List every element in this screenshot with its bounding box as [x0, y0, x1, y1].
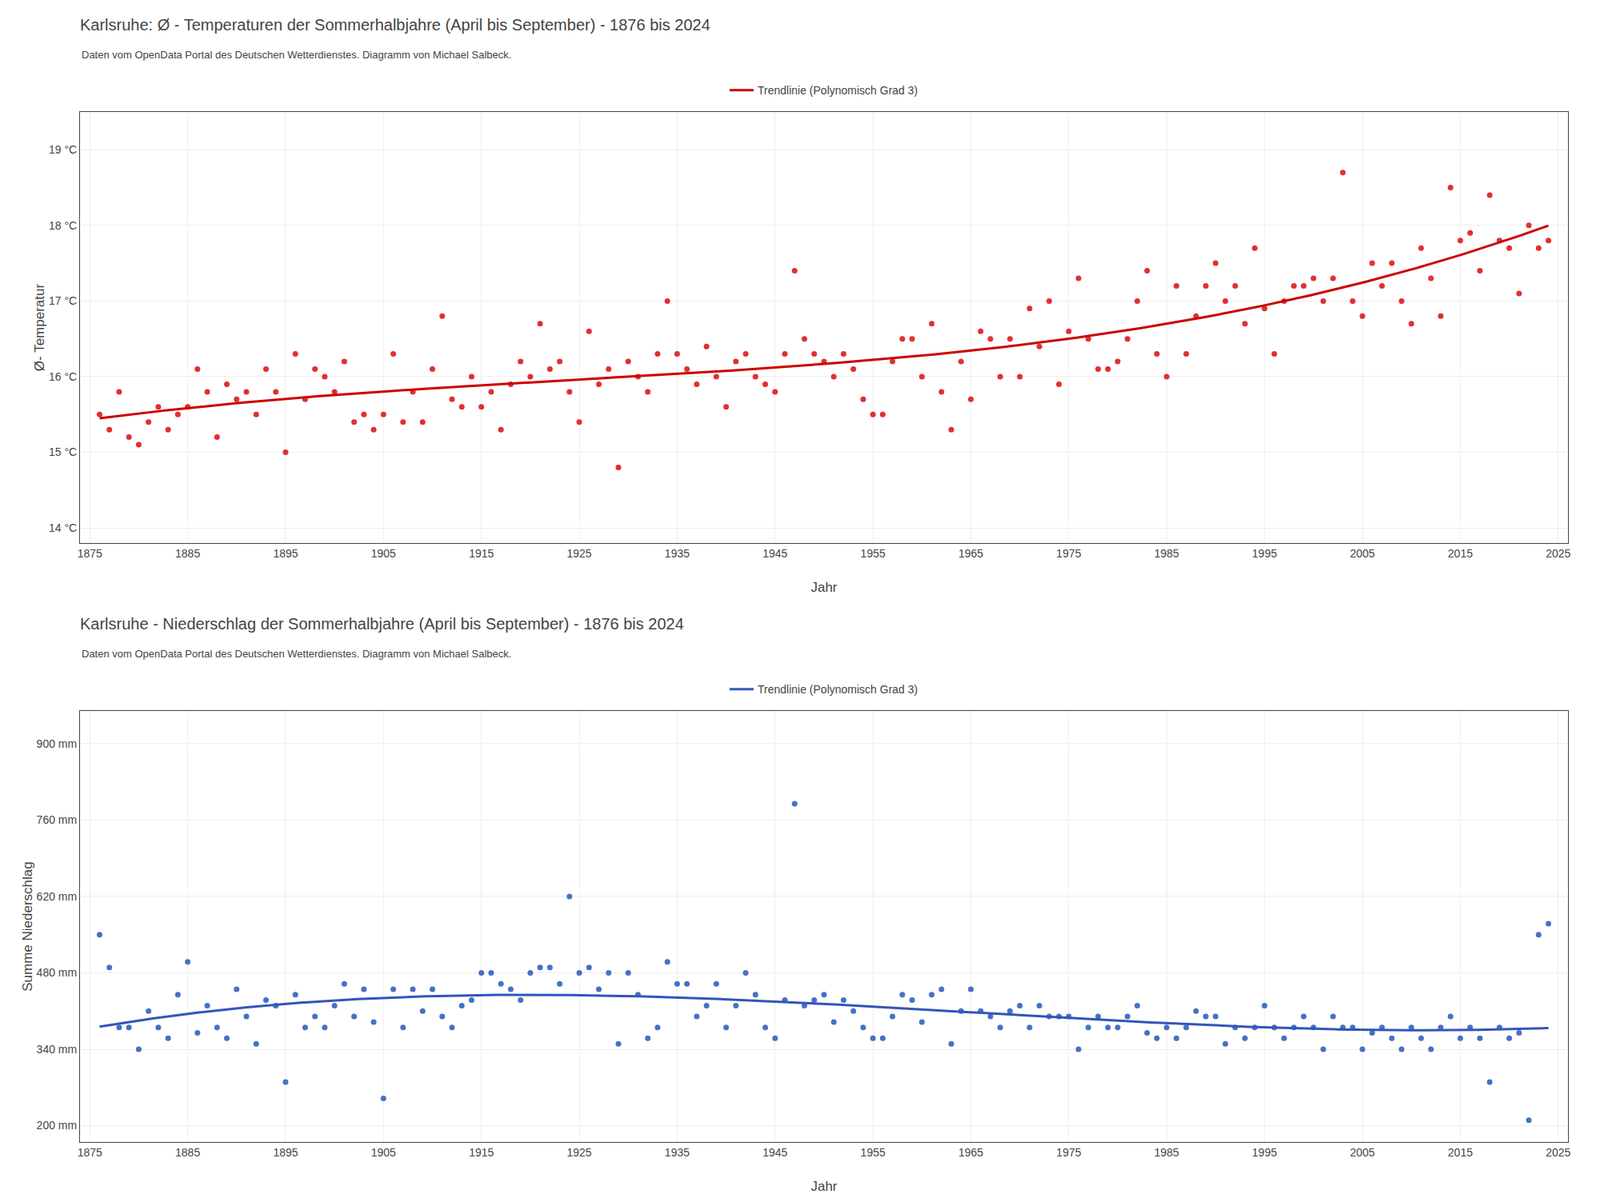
svg-text:2015: 2015 — [1448, 547, 1473, 560]
svg-text:15 °C: 15 °C — [48, 445, 77, 459]
svg-text:900 mm: 900 mm — [36, 737, 78, 751]
svg-text:1935: 1935 — [664, 1146, 690, 1160]
svg-text:1945: 1945 — [762, 547, 788, 560]
svg-text:760 mm: 760 mm — [36, 813, 78, 827]
svg-text:1915: 1915 — [468, 547, 494, 560]
svg-text:14 °C: 14 °C — [48, 521, 77, 535]
svg-text:Trendlinie (Polynomisch Grad 3: Trendlinie (Polynomisch Grad 3) — [757, 84, 918, 97]
svg-text:1965: 1965 — [958, 1146, 984, 1160]
svg-text:2025: 2025 — [1545, 1146, 1571, 1160]
svg-text:1905: 1905 — [371, 547, 396, 560]
svg-text:2015: 2015 — [1448, 1146, 1473, 1160]
svg-text:1885: 1885 — [175, 547, 200, 560]
svg-text:1895: 1895 — [272, 1146, 298, 1160]
svg-text:1925: 1925 — [567, 547, 592, 560]
svg-text:1985: 1985 — [1154, 1146, 1180, 1160]
svg-text:1995: 1995 — [1252, 1146, 1277, 1160]
svg-text:1895: 1895 — [272, 547, 298, 560]
svg-text:1995: 1995 — [1252, 547, 1277, 560]
svg-text:1975: 1975 — [1056, 1146, 1081, 1160]
svg-text:17 °C: 17 °C — [48, 294, 77, 308]
svg-text:1915: 1915 — [468, 1146, 494, 1160]
svg-text:1935: 1935 — [664, 547, 690, 560]
svg-text:2005: 2005 — [1349, 1146, 1375, 1160]
svg-text:620 mm: 620 mm — [36, 890, 78, 904]
svg-text:Summe Niederschlag: Summe Niederschlag — [20, 861, 36, 992]
svg-text:200 mm: 200 mm — [36, 1119, 78, 1132]
svg-text:2005: 2005 — [1349, 547, 1375, 560]
svg-text:Jahr: Jahr — [810, 1179, 837, 1195]
svg-text:340 mm: 340 mm — [36, 1043, 78, 1056]
svg-text:Jahr: Jahr — [810, 580, 837, 596]
svg-text:Ø- Temperatur: Ø- Temperatur — [32, 284, 48, 372]
svg-text:Daten vom OpenData Portal des: Daten vom OpenData Portal des Deutschen … — [81, 648, 512, 660]
svg-text:1945: 1945 — [762, 1146, 788, 1160]
svg-text:Daten vom OpenData Portal des: Daten vom OpenData Portal des Deutschen … — [81, 48, 512, 61]
svg-text:18 °C: 18 °C — [48, 219, 77, 232]
svg-text:1975: 1975 — [1056, 547, 1081, 560]
svg-text:480 mm: 480 mm — [36, 966, 78, 980]
svg-text:Trendlinie (Polynomisch Grad 3: Trendlinie (Polynomisch Grad 3) — [757, 683, 918, 696]
svg-text:1885: 1885 — [175, 1146, 200, 1160]
svg-text:1925: 1925 — [567, 1146, 592, 1160]
svg-text:1955: 1955 — [860, 547, 886, 560]
svg-text:19 °C: 19 °C — [48, 143, 77, 156]
svg-text:1905: 1905 — [371, 1146, 396, 1160]
svg-text:1955: 1955 — [860, 1146, 886, 1160]
svg-text:1875: 1875 — [77, 1146, 103, 1160]
svg-text:1875: 1875 — [77, 547, 103, 560]
svg-text:2025: 2025 — [1545, 547, 1571, 560]
svg-text:16 °C: 16 °C — [48, 370, 77, 384]
svg-text:1965: 1965 — [958, 547, 984, 560]
svg-text:1985: 1985 — [1154, 547, 1180, 560]
svg-text:Karlsruhe - Niederschlag der S: Karlsruhe - Niederschlag der Sommerhalbj… — [80, 615, 684, 633]
svg-text:Karlsruhe: Ø - Temperaturen de: Karlsruhe: Ø - Temperaturen der Sommerha… — [80, 16, 711, 34]
